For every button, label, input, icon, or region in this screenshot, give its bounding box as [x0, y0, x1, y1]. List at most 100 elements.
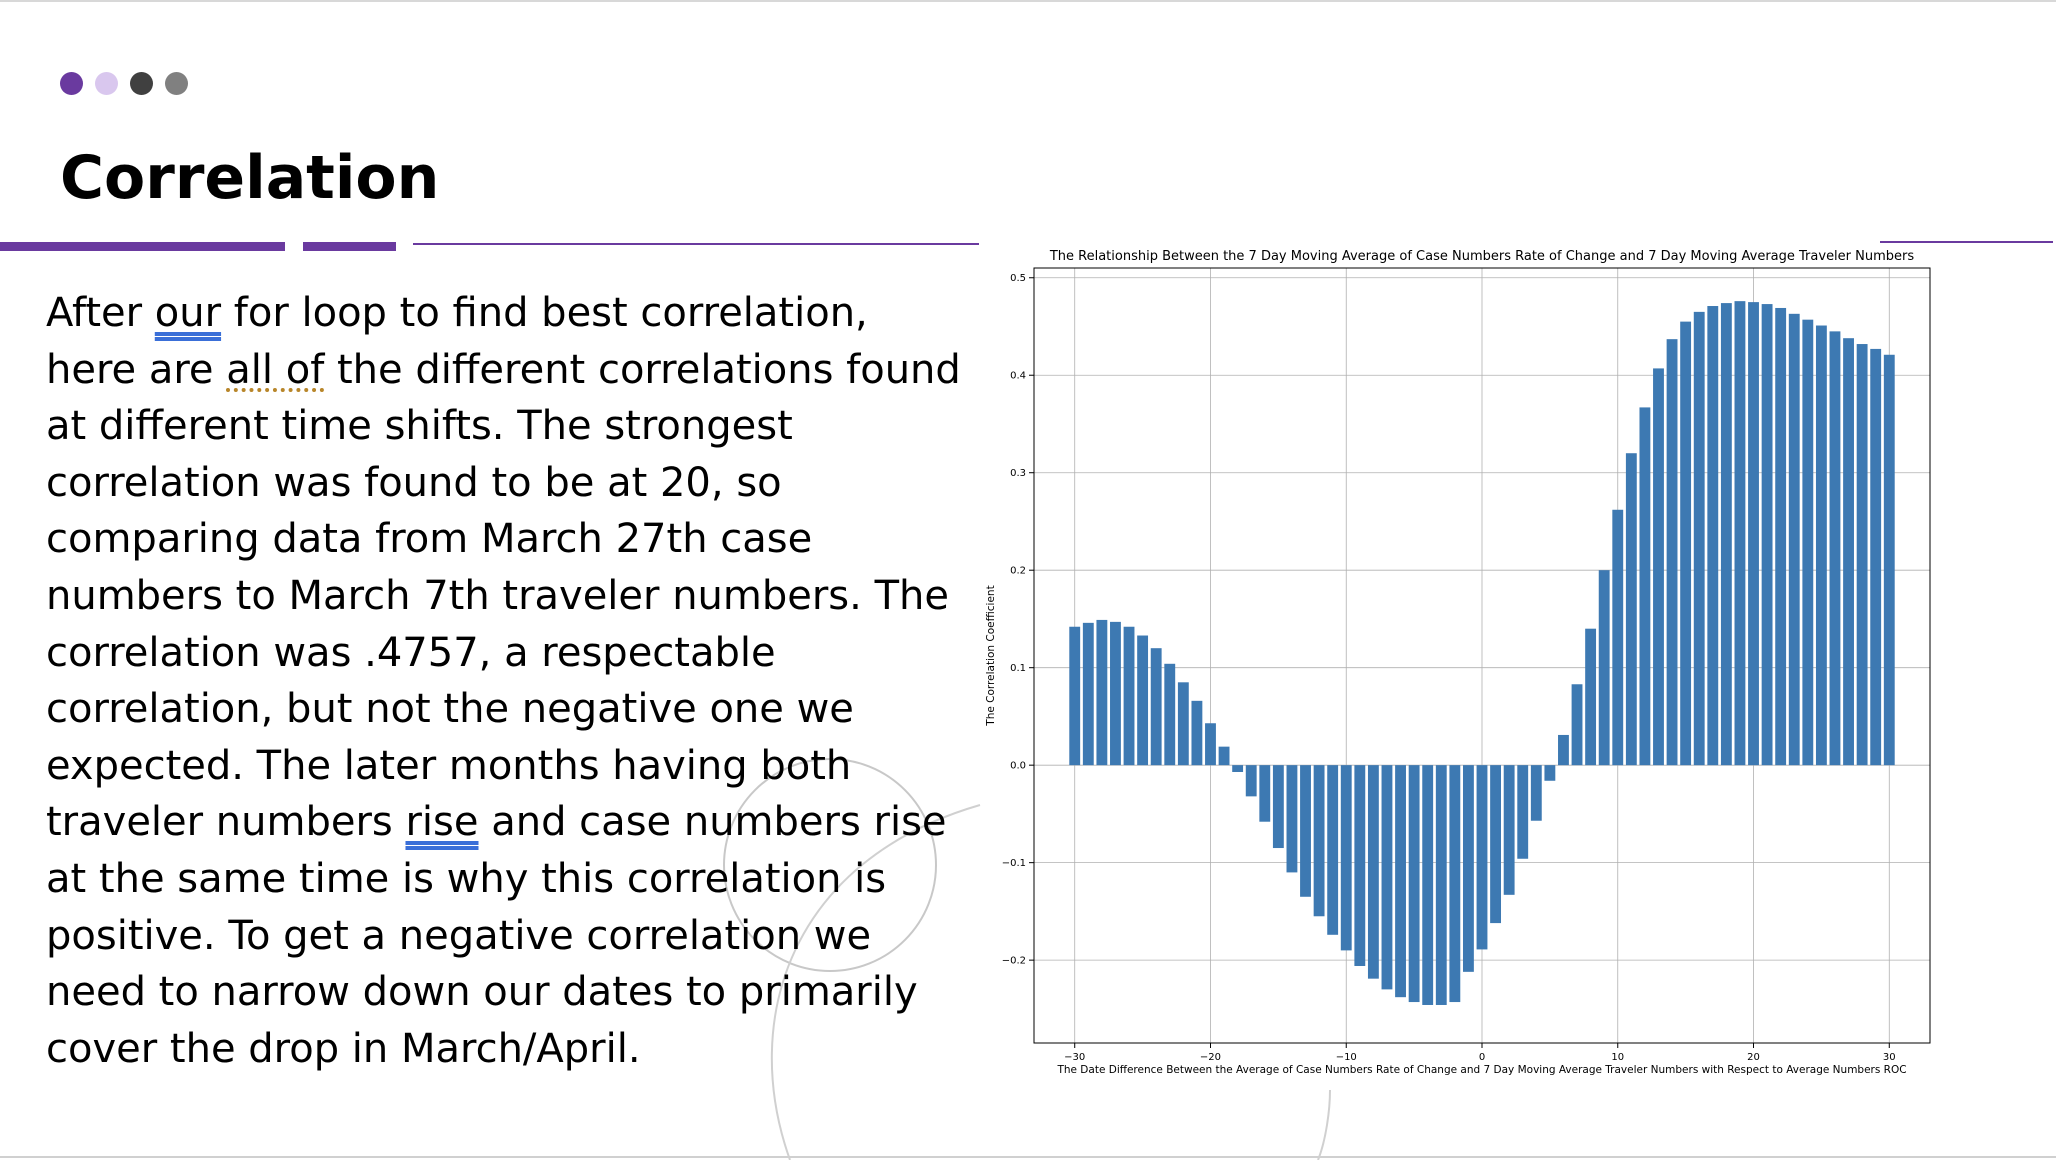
title-rule-thick-1 — [0, 242, 285, 251]
bar — [1313, 765, 1325, 917]
body-line-text: need to narrow down our dates to primari… — [46, 969, 918, 1016]
bar — [1300, 765, 1311, 897]
slide-dots — [60, 72, 188, 95]
bar — [1340, 765, 1352, 951]
body-line: correlation, but not the negative one we — [46, 681, 946, 738]
body-line-text: expected. The later months having both — [46, 742, 852, 789]
spellcheck-marked-word: our — [154, 290, 222, 336]
body-line-text: correlation, but not the negative one we — [46, 686, 854, 733]
slide-top-border — [0, 0, 2056, 2]
title-rule-thin-2 — [1880, 241, 2053, 243]
body-line: cover the drop in March/April. — [46, 1021, 946, 1078]
bar — [1788, 313, 1800, 766]
bar — [1571, 684, 1583, 766]
bar — [1693, 311, 1705, 766]
bar — [1476, 765, 1488, 950]
bar — [1680, 321, 1692, 766]
body-text: After our for loop to find best correlat… — [46, 285, 961, 1078]
body-line-text: at the same time is why this correlation… — [46, 855, 887, 902]
bar — [1639, 407, 1651, 766]
bar — [1096, 619, 1108, 766]
dot-3 — [130, 72, 153, 95]
bar — [1843, 338, 1854, 766]
x-tick-label: −10 — [1336, 1052, 1357, 1063]
bar — [1286, 765, 1298, 873]
bar — [1517, 765, 1529, 859]
bar — [1748, 302, 1759, 766]
bar — [1462, 765, 1474, 972]
y-tick-label: 0.0 — [1010, 761, 1026, 772]
body-line-text: positive. To get a negative correlation … — [46, 912, 872, 959]
bar — [1775, 307, 1787, 766]
bar — [1530, 765, 1542, 821]
bar — [1272, 765, 1284, 849]
body-line: at different time shifts. The strongest — [46, 398, 946, 455]
dot-2 — [95, 72, 118, 95]
bar — [1612, 509, 1624, 766]
body-line: at the same time is why this correlation… — [46, 851, 946, 908]
y-tick-label: −0.1 — [1002, 858, 1026, 869]
body-line-text: traveler numbers — [46, 799, 406, 846]
bar — [1177, 682, 1189, 766]
body-line: here are all of the different correlatio… — [46, 342, 961, 399]
body-line-text: for loop to find best correlation, — [221, 290, 868, 336]
bar — [1408, 765, 1420, 1003]
x-tick-label: 0 — [1479, 1052, 1485, 1063]
body-line: traveler numbers rise and case numbers r… — [46, 794, 947, 851]
bar — [1150, 648, 1162, 766]
bar — [1191, 700, 1203, 766]
y-tick-label: 0.3 — [1010, 468, 1026, 479]
title-rule-thin-1 — [413, 243, 979, 245]
correlation-chart: −30 −20 −10 0 10 20 30 −0.2 −0.1 0.0 0.1 0.2 0.3 0.4 0… — [980, 245, 1940, 1085]
chart-bars — [1069, 301, 1895, 1005]
bar — [1829, 331, 1841, 766]
body-line-text: cover the drop in March/April. — [46, 1025, 641, 1072]
y-tick-label: 0.4 — [1010, 371, 1026, 382]
y-axis-label: The Correlation Coefficient — [985, 585, 997, 726]
body-line-text: and case numbers rise — [478, 799, 947, 846]
bar — [1381, 765, 1393, 990]
bar — [1123, 626, 1135, 766]
body-line: positive. To get a negative correlation … — [46, 908, 946, 965]
body-line: After our for loop to find best correlat… — [46, 285, 946, 342]
bar — [1503, 765, 1515, 895]
bar — [1883, 354, 1895, 766]
y-tick-label: −0.2 — [1002, 956, 1026, 967]
bar — [1245, 765, 1257, 797]
spellcheck-marked-word: rise — [405, 799, 479, 846]
dot-4 — [165, 72, 188, 95]
spellcheck-marked-word: all of — [226, 346, 325, 393]
bar — [1435, 765, 1447, 1005]
body-line-text: the different correlations found — [324, 346, 961, 393]
bar — [1734, 301, 1746, 766]
bar — [1666, 339, 1678, 766]
body-line: need to narrow down our dates to primari… — [46, 964, 946, 1021]
y-tick-label: 0.5 — [1010, 273, 1026, 284]
chart-axes: −30 −20 −10 0 10 20 30 −0.2 −0.1 0.0 0.1 0.2 0.3 0.4 0… — [1002, 273, 1896, 1063]
body-line-text: After — [46, 290, 155, 336]
bar — [1327, 765, 1339, 935]
bar — [1069, 626, 1081, 766]
x-tick-label: −20 — [1200, 1052, 1221, 1063]
body-line: expected. The later months having both — [46, 738, 946, 795]
x-tick-label: 20 — [1747, 1052, 1760, 1063]
body-line: correlation was found to be at 20, so — [46, 455, 946, 512]
bar — [1422, 765, 1434, 1005]
body-line: correlation was .4757, a respectable — [46, 625, 946, 682]
bar — [1449, 765, 1461, 1003]
bar — [1232, 765, 1244, 772]
bar — [1815, 325, 1827, 766]
bar — [1544, 765, 1556, 781]
dot-1 — [60, 72, 83, 95]
bar — [1870, 348, 1882, 766]
body-line-text: at different time shifts. The strongest — [46, 403, 793, 450]
bar — [1205, 723, 1216, 766]
bar — [1218, 746, 1230, 766]
body-line-text: correlation was .4757, a respectable — [46, 629, 776, 676]
y-tick-label: 0.2 — [1010, 566, 1026, 577]
x-axis-label: The Date Difference Between the Average … — [1056, 1064, 1906, 1076]
bar — [1802, 319, 1814, 766]
page-title: Correlation — [60, 143, 440, 213]
body-line-text: comparing data from March 27th case — [46, 516, 813, 563]
x-tick-label: 10 — [1611, 1052, 1624, 1063]
